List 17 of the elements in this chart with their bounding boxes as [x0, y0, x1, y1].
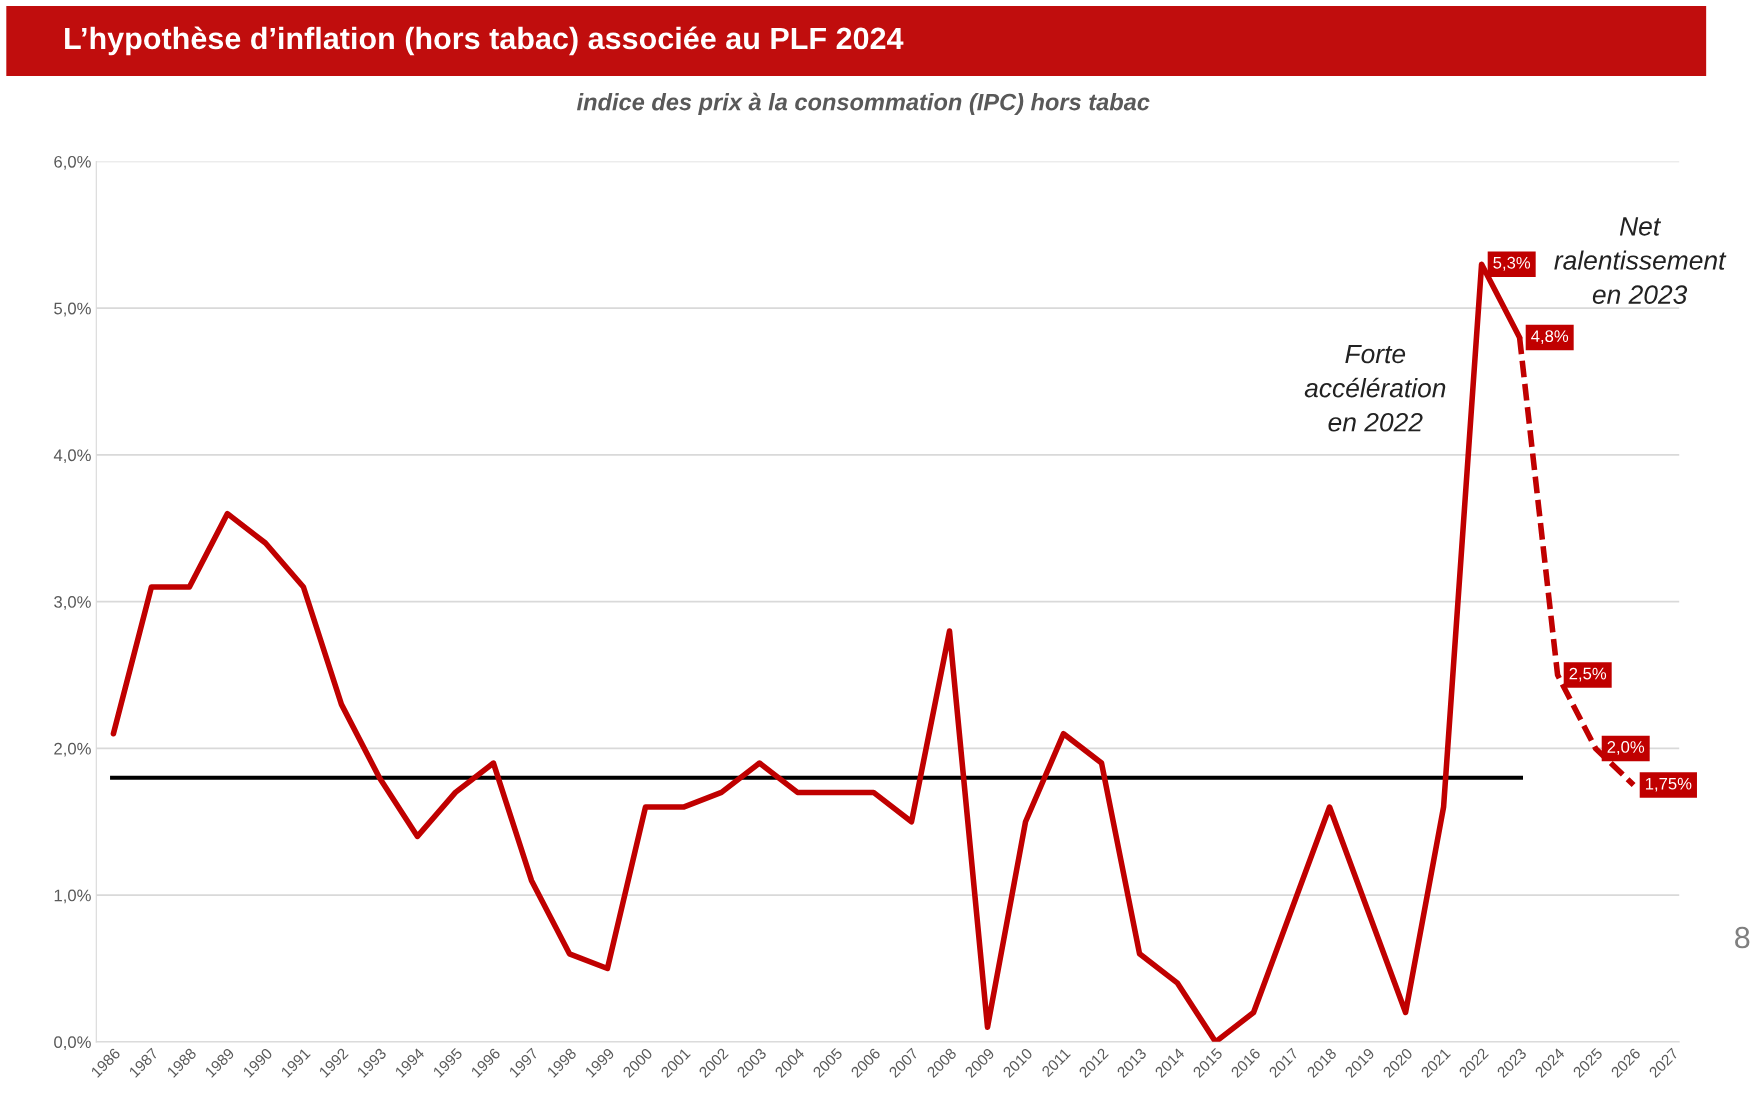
y-tick-label: 4,0% [53, 449, 91, 464]
data-label: 5,3% [1493, 256, 1531, 271]
y-tick-label: 5,0% [54, 302, 91, 317]
y-tick-label: 0,0% [54, 1036, 91, 1051]
annotation: Forte accélération en 2022 [1304, 344, 1446, 432]
text: 8 [1735, 926, 1750, 949]
data-label: 4,8% [1531, 330, 1569, 344]
chart-title: L’hypothèse d’inflation (hors tabac) associée au PLF 2024 [65, 26, 904, 56]
y-tick-label: 3,0% [54, 596, 91, 610]
data-label: 2,5% [1569, 667, 1607, 682]
y-tick-label: 1,0% [54, 889, 91, 904]
data-label: 1,75% [1645, 777, 1692, 792]
y-tick-label: 2,0% [54, 742, 91, 757]
y-tick-label: 6,0% [54, 155, 91, 170]
data-label: 2,0% [1607, 741, 1645, 755]
annotation: Net ralentissement en 2023 [1554, 217, 1727, 304]
chart-subtitle: indice des prix à la consommation (IPC) hors tabac [576, 92, 1150, 116]
